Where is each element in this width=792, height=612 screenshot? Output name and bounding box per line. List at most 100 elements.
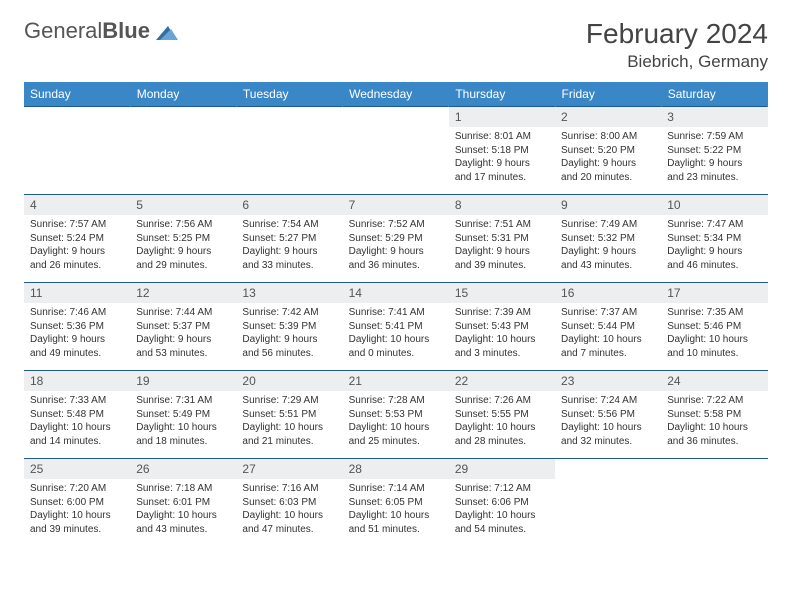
calendar-cell — [130, 107, 236, 195]
calendar-cell: 20Sunrise: 7:29 AMSunset: 5:51 PMDayligh… — [236, 371, 342, 459]
logo-part2: Blue — [102, 18, 150, 43]
day-number: 25 — [24, 459, 130, 479]
calendar-cell: 4Sunrise: 7:57 AMSunset: 5:24 PMDaylight… — [24, 195, 130, 283]
calendar-cell: 6Sunrise: 7:54 AMSunset: 5:27 PMDaylight… — [236, 195, 342, 283]
day-number: 7 — [343, 195, 449, 215]
calendar-cell: 14Sunrise: 7:41 AMSunset: 5:41 PMDayligh… — [343, 283, 449, 371]
day-content: Sunrise: 7:47 AMSunset: 5:34 PMDaylight:… — [661, 215, 767, 276]
day-content: Sunrise: 7:57 AMSunset: 5:24 PMDaylight:… — [24, 215, 130, 276]
calendar-row: 4Sunrise: 7:57 AMSunset: 5:24 PMDaylight… — [24, 195, 768, 283]
day-number: 13 — [236, 283, 342, 303]
day-number: 17 — [661, 283, 767, 303]
day-number: 19 — [130, 371, 236, 391]
day-content: Sunrise: 7:39 AMSunset: 5:43 PMDaylight:… — [449, 303, 555, 364]
title-block: February 2024 Biebrich, Germany — [586, 18, 768, 72]
calendar-cell: 28Sunrise: 7:14 AMSunset: 6:05 PMDayligh… — [343, 459, 449, 547]
day-number: 3 — [661, 107, 767, 127]
day-content: Sunrise: 7:18 AMSunset: 6:01 PMDaylight:… — [130, 479, 236, 540]
day-number: 11 — [24, 283, 130, 303]
calendar-cell: 17Sunrise: 7:35 AMSunset: 5:46 PMDayligh… — [661, 283, 767, 371]
day-content: Sunrise: 7:54 AMSunset: 5:27 PMDaylight:… — [236, 215, 342, 276]
day-content: Sunrise: 7:22 AMSunset: 5:58 PMDaylight:… — [661, 391, 767, 452]
month-title: February 2024 — [586, 18, 768, 50]
calendar-row: 25Sunrise: 7:20 AMSunset: 6:00 PMDayligh… — [24, 459, 768, 547]
calendar-cell: 7Sunrise: 7:52 AMSunset: 5:29 PMDaylight… — [343, 195, 449, 283]
header: GeneralBlue February 2024 Biebrich, Germ… — [24, 18, 768, 72]
day-number: 15 — [449, 283, 555, 303]
day-content: Sunrise: 7:14 AMSunset: 6:05 PMDaylight:… — [343, 479, 449, 540]
day-content: Sunrise: 7:59 AMSunset: 5:22 PMDaylight:… — [661, 127, 767, 188]
logo: GeneralBlue — [24, 18, 178, 44]
day-content: Sunrise: 7:12 AMSunset: 6:06 PMDaylight:… — [449, 479, 555, 540]
day-content: Sunrise: 8:00 AMSunset: 5:20 PMDaylight:… — [555, 127, 661, 188]
calendar-cell: 11Sunrise: 7:46 AMSunset: 5:36 PMDayligh… — [24, 283, 130, 371]
day-content: Sunrise: 7:41 AMSunset: 5:41 PMDaylight:… — [343, 303, 449, 364]
day-number: 8 — [449, 195, 555, 215]
day-content: Sunrise: 7:44 AMSunset: 5:37 PMDaylight:… — [130, 303, 236, 364]
weekday-header: Thursday — [449, 82, 555, 107]
calendar-cell: 13Sunrise: 7:42 AMSunset: 5:39 PMDayligh… — [236, 283, 342, 371]
day-number: 18 — [24, 371, 130, 391]
calendar-cell: 24Sunrise: 7:22 AMSunset: 5:58 PMDayligh… — [661, 371, 767, 459]
day-content: Sunrise: 7:46 AMSunset: 5:36 PMDaylight:… — [24, 303, 130, 364]
day-content: Sunrise: 7:52 AMSunset: 5:29 PMDaylight:… — [343, 215, 449, 276]
day-content: Sunrise: 7:33 AMSunset: 5:48 PMDaylight:… — [24, 391, 130, 452]
calendar-cell: 15Sunrise: 7:39 AMSunset: 5:43 PMDayligh… — [449, 283, 555, 371]
day-number: 20 — [236, 371, 342, 391]
weekday-header: Tuesday — [236, 82, 342, 107]
day-number: 10 — [661, 195, 767, 215]
day-content: Sunrise: 7:24 AMSunset: 5:56 PMDaylight:… — [555, 391, 661, 452]
calendar-row: 1Sunrise: 8:01 AMSunset: 5:18 PMDaylight… — [24, 107, 768, 195]
day-content: Sunrise: 7:42 AMSunset: 5:39 PMDaylight:… — [236, 303, 342, 364]
calendar-cell: 25Sunrise: 7:20 AMSunset: 6:00 PMDayligh… — [24, 459, 130, 547]
calendar-body: 1Sunrise: 8:01 AMSunset: 5:18 PMDaylight… — [24, 107, 768, 547]
day-number: 1 — [449, 107, 555, 127]
calendar-row: 11Sunrise: 7:46 AMSunset: 5:36 PMDayligh… — [24, 283, 768, 371]
day-content: Sunrise: 8:01 AMSunset: 5:18 PMDaylight:… — [449, 127, 555, 188]
calendar-cell — [24, 107, 130, 195]
calendar-cell: 10Sunrise: 7:47 AMSunset: 5:34 PMDayligh… — [661, 195, 767, 283]
calendar-cell: 18Sunrise: 7:33 AMSunset: 5:48 PMDayligh… — [24, 371, 130, 459]
day-content: Sunrise: 7:56 AMSunset: 5:25 PMDaylight:… — [130, 215, 236, 276]
day-number: 24 — [661, 371, 767, 391]
calendar-cell — [661, 459, 767, 547]
day-content: Sunrise: 7:29 AMSunset: 5:51 PMDaylight:… — [236, 391, 342, 452]
calendar-cell: 9Sunrise: 7:49 AMSunset: 5:32 PMDaylight… — [555, 195, 661, 283]
day-number: 12 — [130, 283, 236, 303]
logo-triangle-icon — [156, 22, 178, 40]
day-number: 14 — [343, 283, 449, 303]
weekday-header: Saturday — [661, 82, 767, 107]
day-number: 22 — [449, 371, 555, 391]
calendar-cell: 1Sunrise: 8:01 AMSunset: 5:18 PMDaylight… — [449, 107, 555, 195]
calendar-cell: 19Sunrise: 7:31 AMSunset: 5:49 PMDayligh… — [130, 371, 236, 459]
calendar-cell: 2Sunrise: 8:00 AMSunset: 5:20 PMDaylight… — [555, 107, 661, 195]
day-content: Sunrise: 7:16 AMSunset: 6:03 PMDaylight:… — [236, 479, 342, 540]
day-content: Sunrise: 7:49 AMSunset: 5:32 PMDaylight:… — [555, 215, 661, 276]
weekday-header: Wednesday — [343, 82, 449, 107]
calendar-cell: 27Sunrise: 7:16 AMSunset: 6:03 PMDayligh… — [236, 459, 342, 547]
calendar-cell — [343, 107, 449, 195]
day-content: Sunrise: 7:20 AMSunset: 6:00 PMDaylight:… — [24, 479, 130, 540]
day-number: 5 — [130, 195, 236, 215]
day-content: Sunrise: 7:31 AMSunset: 5:49 PMDaylight:… — [130, 391, 236, 452]
calendar-cell: 29Sunrise: 7:12 AMSunset: 6:06 PMDayligh… — [449, 459, 555, 547]
calendar-cell: 21Sunrise: 7:28 AMSunset: 5:53 PMDayligh… — [343, 371, 449, 459]
day-number: 29 — [449, 459, 555, 479]
day-number: 26 — [130, 459, 236, 479]
calendar-cell: 5Sunrise: 7:56 AMSunset: 5:25 PMDaylight… — [130, 195, 236, 283]
weekday-header-row: SundayMondayTuesdayWednesdayThursdayFrid… — [24, 82, 768, 107]
calendar-cell: 12Sunrise: 7:44 AMSunset: 5:37 PMDayligh… — [130, 283, 236, 371]
day-number: 21 — [343, 371, 449, 391]
day-number: 16 — [555, 283, 661, 303]
day-number: 2 — [555, 107, 661, 127]
calendar-cell: 26Sunrise: 7:18 AMSunset: 6:01 PMDayligh… — [130, 459, 236, 547]
calendar-table: SundayMondayTuesdayWednesdayThursdayFrid… — [24, 82, 768, 547]
location: Biebrich, Germany — [586, 52, 768, 72]
calendar-cell: 8Sunrise: 7:51 AMSunset: 5:31 PMDaylight… — [449, 195, 555, 283]
calendar-row: 18Sunrise: 7:33 AMSunset: 5:48 PMDayligh… — [24, 371, 768, 459]
day-content: Sunrise: 7:28 AMSunset: 5:53 PMDaylight:… — [343, 391, 449, 452]
calendar-cell: 23Sunrise: 7:24 AMSunset: 5:56 PMDayligh… — [555, 371, 661, 459]
day-content: Sunrise: 7:37 AMSunset: 5:44 PMDaylight:… — [555, 303, 661, 364]
day-number: 4 — [24, 195, 130, 215]
calendar-cell — [555, 459, 661, 547]
